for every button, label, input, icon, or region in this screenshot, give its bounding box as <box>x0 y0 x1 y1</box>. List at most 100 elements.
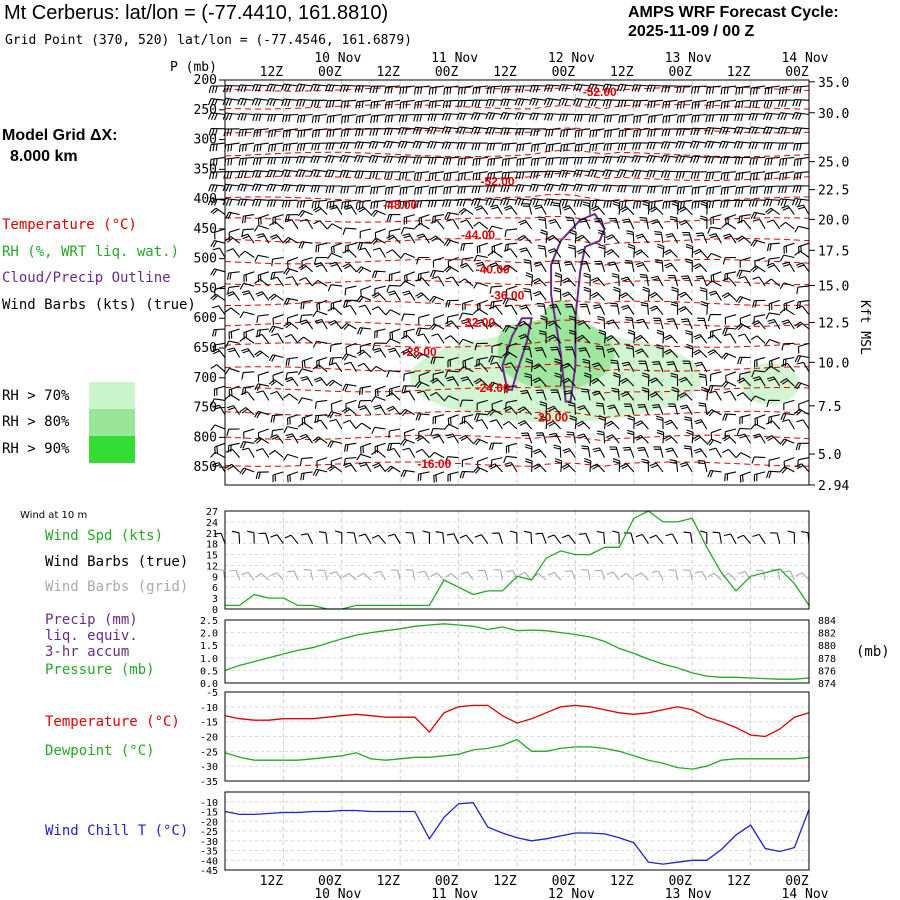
upper-wind-barb <box>690 85 707 94</box>
upper-wind-barb <box>568 315 577 330</box>
upper-wind-barb <box>666 318 679 330</box>
upper-wind-barb <box>399 408 416 416</box>
upper-wind-barb <box>664 262 679 273</box>
temp-dewpoint-ytick-label: -20 <box>200 733 218 744</box>
upper-wind-barb <box>442 156 459 166</box>
upper-wind-barb <box>691 199 707 209</box>
upper-wind-barb <box>357 362 372 373</box>
upper-wind-barb <box>637 403 649 415</box>
upper-wind-barb <box>443 395 459 402</box>
top-time-hour-label: 00Z <box>435 65 459 80</box>
10m-wind-barb-grid <box>564 570 576 581</box>
upper-wind-barb <box>616 155 634 164</box>
upper-wind-barb <box>792 126 810 135</box>
upper-wind-barb <box>700 386 709 401</box>
upper-wind-barb <box>444 370 459 378</box>
10m-wind-barb-true <box>270 534 284 545</box>
upper-wind-barb <box>287 471 299 483</box>
upper-wind-barb <box>764 156 780 166</box>
upper-wind-barb <box>637 446 649 458</box>
upper-wind-barb <box>457 171 474 181</box>
upper-wind-barb <box>638 360 649 372</box>
upper-wind-barb <box>226 248 241 258</box>
upper-wind-barb <box>598 329 607 344</box>
upper-wind-barb <box>736 427 751 436</box>
temperature-contour <box>224 238 810 246</box>
upper-wind-barb <box>721 222 737 230</box>
upper-wind-barb <box>403 214 415 225</box>
upper-wind-barb <box>720 85 737 95</box>
upper-wind-barb <box>356 327 372 335</box>
wind10m-ytick-label: 6 <box>212 583 218 594</box>
10m-wind-barb-grid <box>417 570 430 581</box>
upper-wind-barb <box>399 185 415 195</box>
10m-wind-barb-grid <box>444 572 459 581</box>
upper-wind-barb <box>754 356 766 368</box>
upper-wind-barb <box>371 450 386 459</box>
upper-wind-barb <box>765 365 781 373</box>
10m-wind-barb-true <box>371 534 387 545</box>
upper-wind-barb <box>502 421 518 430</box>
upper-wind-barb <box>213 385 226 397</box>
upper-wind-barb <box>266 199 284 207</box>
10m-wind-barb-grid <box>547 571 562 581</box>
upper-wind-barb <box>299 457 313 466</box>
upper-wind-barb <box>253 142 269 152</box>
upper-wind-barb <box>765 435 781 444</box>
upper-wind-barb <box>342 249 357 258</box>
upper-wind-barb <box>471 99 488 107</box>
upper-wind-barb <box>603 128 620 138</box>
upper-wind-barb <box>356 349 372 358</box>
upper-wind-barb <box>210 424 226 431</box>
upper-wind-barb <box>648 292 664 301</box>
upper-wind-barb <box>695 275 708 287</box>
upper-wind-barb <box>280 169 299 178</box>
upper-wind-barb <box>241 371 255 380</box>
upper-wind-barb <box>569 415 577 430</box>
upper-wind-barb <box>316 356 328 368</box>
upper-wind-barb <box>443 265 459 273</box>
upper-wind-barb <box>719 156 737 165</box>
forecast-cycle-label: AMPS WRF Forecast Cycle: <box>628 4 839 21</box>
upper-wind-barb <box>618 113 634 124</box>
upper-wind-barb <box>748 112 766 121</box>
wind10m-ytick-label: 27 <box>206 507 218 518</box>
upper-wind-barb <box>554 358 562 372</box>
upper-wind-barb <box>400 469 415 478</box>
temp-dewpoint-ytick-label: -15 <box>200 718 218 729</box>
10m-wind-barb-true <box>665 533 679 544</box>
upper-wind-barb <box>667 274 679 287</box>
temperature-contour <box>224 149 810 158</box>
upper-wind-barb <box>224 142 240 152</box>
upper-wind-barb <box>649 305 664 316</box>
upper-wind-barb <box>793 156 810 167</box>
upper-wind-barb <box>426 126 445 135</box>
upper-wind-barb <box>725 371 737 383</box>
10m-wind-barb-grid <box>738 570 752 581</box>
upper-wind-barb <box>312 436 328 444</box>
upper-wind-barb <box>631 142 649 150</box>
upper-wind-barb <box>698 373 708 387</box>
upper-wind-barb <box>634 249 649 258</box>
upper-wind-barb <box>227 271 240 280</box>
upper-wind-barb <box>737 356 751 365</box>
upper-wind-barb <box>228 328 240 340</box>
upper-wind-barb <box>254 224 269 232</box>
upper-wind-barb <box>489 204 503 215</box>
10m-wind-barb-grid <box>286 570 299 581</box>
upper-wind-barb <box>560 142 576 152</box>
upper-wind-barb <box>577 405 591 416</box>
upper-wind-barb <box>749 185 766 195</box>
upper-wind-barb <box>412 140 430 149</box>
upper-wind-barb <box>344 442 357 452</box>
upper-wind-barb <box>597 229 606 244</box>
upper-wind-barb <box>210 207 226 216</box>
upper-wind-barb <box>474 363 489 373</box>
upper-wind-barb <box>358 304 372 315</box>
upper-wind-barb <box>517 420 533 430</box>
upper-wind-barb <box>793 85 810 95</box>
upper-wind-barb <box>283 426 299 434</box>
upper-wind-barb <box>243 428 255 440</box>
upper-wind-barb <box>239 336 255 344</box>
upper-wind-barb <box>283 393 299 401</box>
